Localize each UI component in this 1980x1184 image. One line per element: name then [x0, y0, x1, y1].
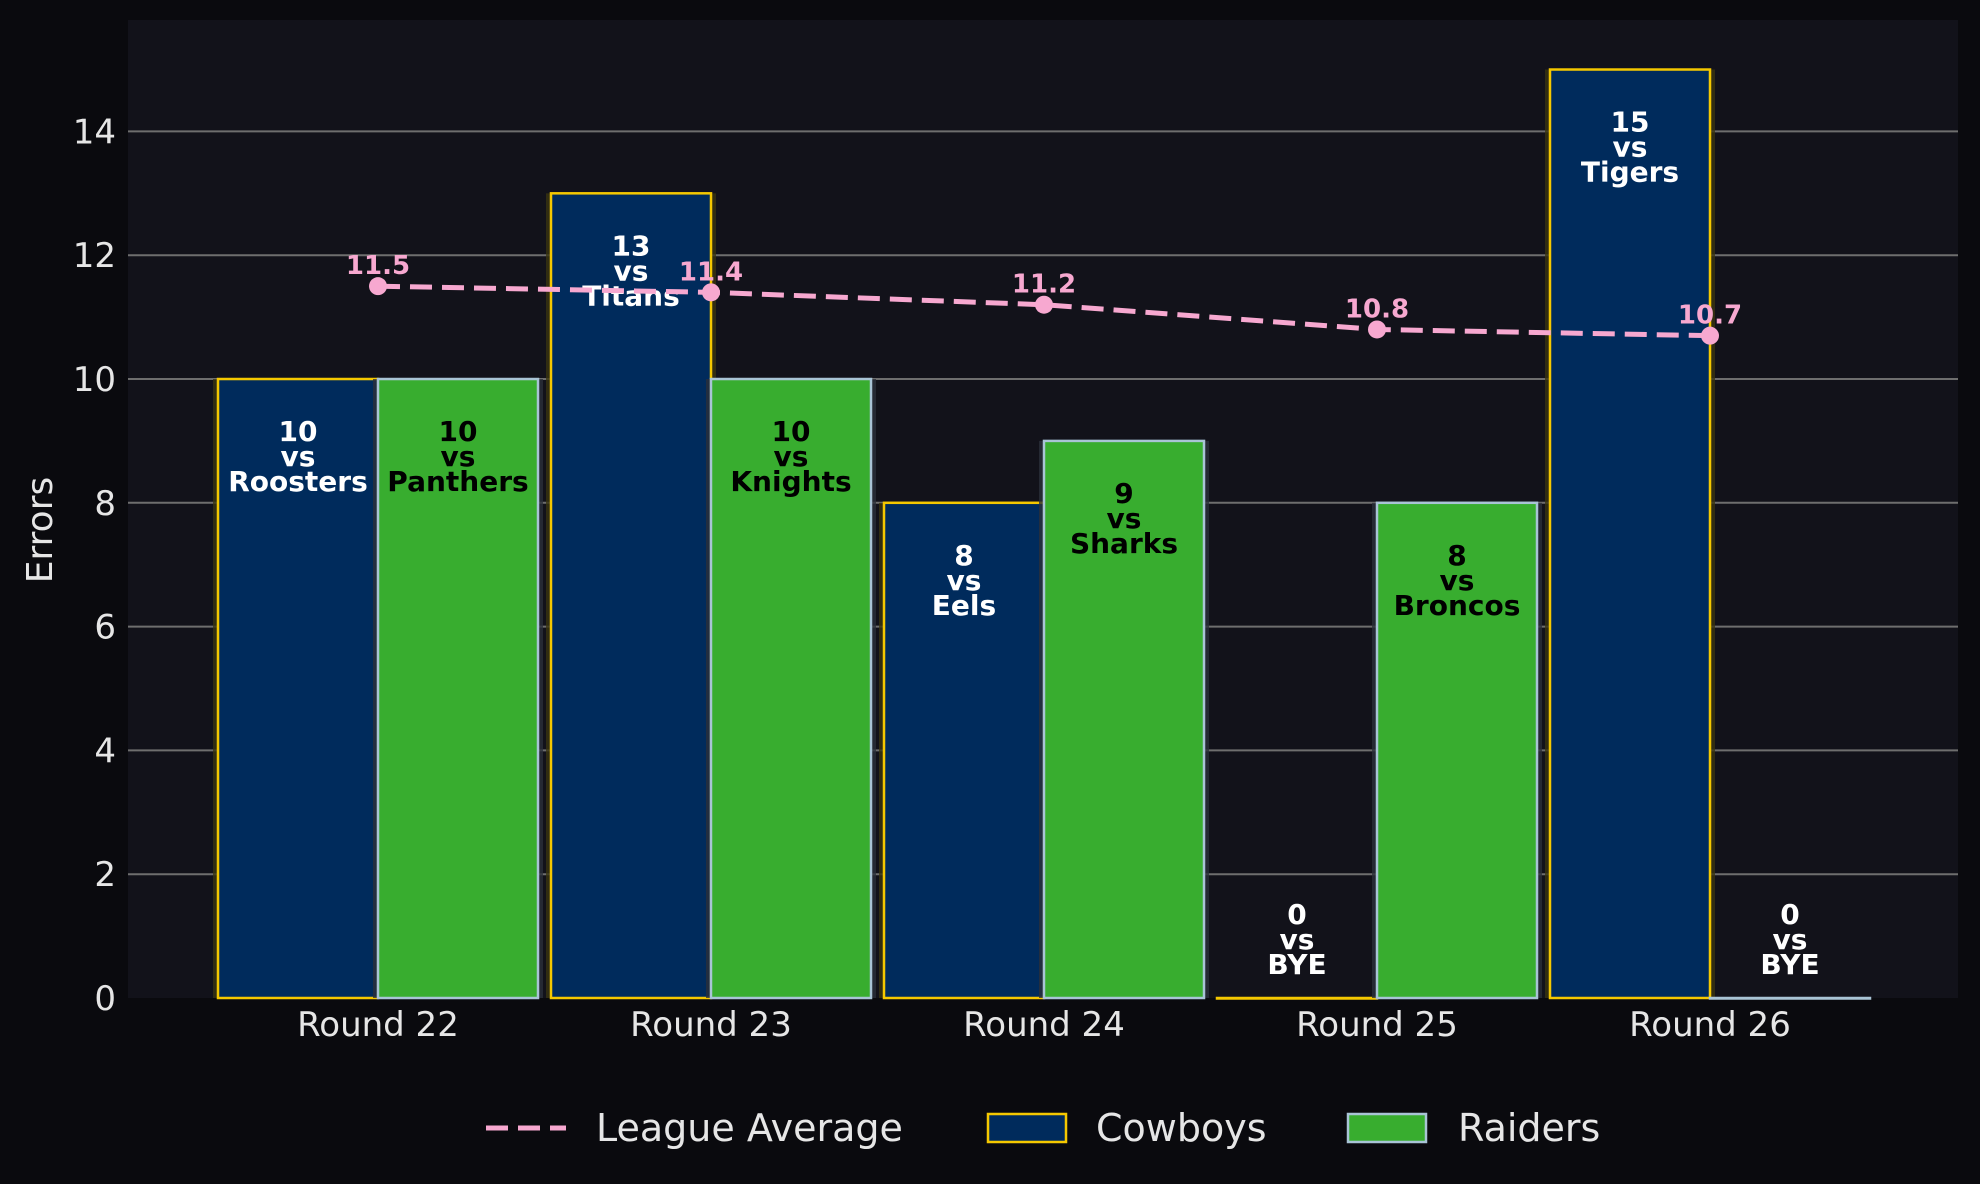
bar-value-label: 13 vs Titans [582, 229, 680, 312]
bar-value-label: 10 vs Knights [730, 415, 851, 498]
bar-value-label: 9 vs Sharks [1070, 477, 1178, 560]
bar-value-label: 0 vs BYE [1267, 898, 1326, 981]
y-axis-title: Errors [20, 477, 61, 584]
y-tick-label: 8 [94, 484, 116, 524]
y-tick-label: 4 [94, 731, 116, 771]
y-axis: 0 2 4 6 8 10 12 14 [73, 112, 116, 1019]
bar-cowboys [1215, 996, 1379, 1000]
x-tick-label: Round 25 [1296, 1005, 1458, 1045]
legend-swatch-cowboys [986, 1112, 1068, 1144]
bar-cowboys [549, 192, 713, 1000]
bar-cowboys [1548, 68, 1712, 1000]
bar-value-label: 0 vs BYE [1760, 898, 1819, 981]
league-average-label: 10.7 [1678, 301, 1742, 331]
legend: League Average Cowboys Raiders [486, 1106, 1600, 1150]
bar-cowboys [882, 501, 1046, 1000]
y-tick-label: 0 [94, 979, 116, 1019]
bar-value-label: 8 vs Broncos [1394, 539, 1521, 622]
x-axis: Round 22 Round 23 Round 24 Round 25 Round 26 [297, 1005, 1791, 1045]
bar-cowboys [216, 377, 380, 1000]
bar-raiders [1708, 996, 1872, 1000]
league-average-point [1035, 295, 1053, 314]
y-tick-label: 6 [94, 608, 116, 648]
x-tick-label: Round 23 [630, 1005, 792, 1045]
x-tick-label: Round 26 [1629, 1005, 1791, 1045]
y-tick-label: 10 [73, 360, 116, 400]
bar-value-label: 8 vs Eels [932, 539, 996, 622]
bar-raiders [1042, 439, 1206, 1000]
x-tick-label: Round 24 [963, 1005, 1125, 1045]
bar-raiders [1375, 501, 1539, 1000]
legend-label-league-average: League Average [596, 1106, 903, 1150]
league-average-point [1701, 326, 1719, 345]
legend-swatch-raiders [1346, 1112, 1428, 1144]
y-tick-label: 2 [94, 855, 116, 895]
league-average-line: 11.5 11.4 11.2 10.8 10.7 [346, 251, 1742, 345]
league-average-label: 11.5 [346, 251, 410, 281]
y-tick-label: 12 [73, 236, 116, 276]
legend-label-raiders: Raiders [1458, 1106, 1600, 1150]
league-average-point [369, 277, 387, 296]
bar-raiders [709, 377, 873, 1000]
y-tick-label: 14 [73, 112, 116, 152]
legend-label-cowboys: Cowboys [1096, 1106, 1267, 1150]
bar-raiders [376, 377, 540, 1000]
bars [213, 68, 1872, 1000]
bar-value-label: 10 vs Roosters [228, 415, 368, 498]
league-average-point [1368, 320, 1386, 339]
league-average-label: 11.4 [679, 257, 743, 287]
league-average-point [702, 283, 720, 302]
bar-value-label: 15 vs Tigers [1581, 106, 1679, 189]
x-tick-label: Round 22 [297, 1005, 459, 1045]
bar-value-label: 10 vs Panthers [387, 415, 528, 498]
league-average-label: 10.8 [1345, 294, 1409, 324]
league-average-label: 11.2 [1012, 270, 1076, 300]
